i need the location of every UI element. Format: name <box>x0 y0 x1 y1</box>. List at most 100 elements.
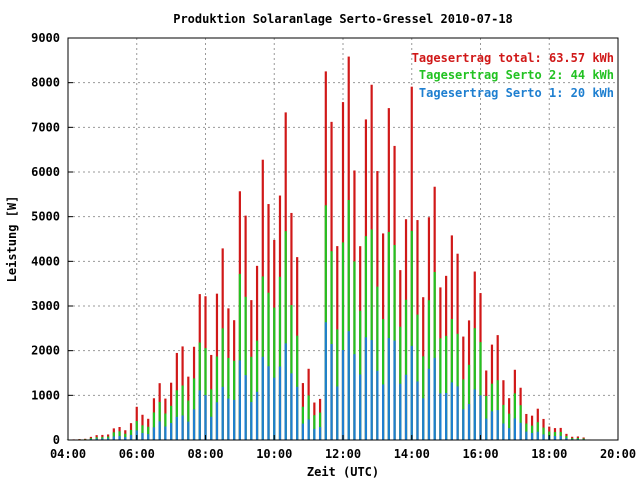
bar-serto-2 <box>399 326 402 440</box>
bar-serto-2 <box>175 390 178 440</box>
bar-serto-2 <box>433 271 436 440</box>
bar-serto-1 <box>433 357 436 440</box>
bar-serto-1 <box>141 433 144 440</box>
bar-serto-1 <box>118 436 121 440</box>
bar-serto-2 <box>152 412 156 440</box>
bar-serto-2 <box>439 338 442 440</box>
bar-serto-1 <box>175 416 178 440</box>
bar-serto-1 <box>353 354 356 440</box>
bar-serto-2 <box>290 305 293 440</box>
bar-serto-2 <box>278 276 282 440</box>
bar-serto-1 <box>301 423 304 440</box>
bar-serto-2 <box>370 229 373 440</box>
bar-serto-1 <box>473 389 476 440</box>
bar-serto-1 <box>255 391 259 440</box>
bar-serto-1 <box>399 383 402 440</box>
bar-serto-2 <box>118 431 121 440</box>
bar-serto-1 <box>284 343 287 440</box>
bar-serto-2 <box>445 335 448 440</box>
bar-serto-2 <box>192 378 196 440</box>
bar-serto-1 <box>244 375 247 440</box>
bar-serto-1 <box>530 432 534 440</box>
bar-serto-1 <box>347 331 350 440</box>
bar-serto-2 <box>301 406 304 440</box>
x-tick-label: 16:00 <box>462 447 498 461</box>
bar-serto-2 <box>158 402 161 440</box>
bar-serto-2 <box>141 425 144 440</box>
bar-serto-1 <box>192 409 196 440</box>
y-tick-label: 6000 <box>31 165 60 179</box>
bar-serto-1 <box>404 374 408 440</box>
plot-area <box>66 38 618 441</box>
axis-ticks <box>67 37 619 441</box>
bar-serto-1 <box>502 423 505 440</box>
bar-serto-1 <box>559 435 562 440</box>
bar-serto-2 <box>387 232 390 440</box>
bar-serto-2 <box>255 340 259 440</box>
bar-serto-2 <box>238 273 241 440</box>
bar-serto-1 <box>158 421 161 440</box>
bar-serto-1 <box>439 393 442 440</box>
bar-serto-1 <box>181 415 184 440</box>
bar-serto-1 <box>267 366 270 440</box>
bar-serto-2 <box>422 356 425 440</box>
bar-serto-2 <box>353 261 356 440</box>
bar-serto-1 <box>290 373 293 440</box>
bar-serto-1 <box>341 350 345 440</box>
bar-serto-2 <box>204 348 207 440</box>
bar-serto-2 <box>416 314 419 440</box>
bar-serto-2 <box>467 364 471 440</box>
bar-serto-1 <box>542 434 545 440</box>
bar-serto-2 <box>404 299 408 440</box>
bar-serto-1 <box>382 384 385 440</box>
bar-serto-2 <box>341 242 345 440</box>
bar-serto-1 <box>101 438 104 440</box>
bar-serto-2 <box>336 329 339 440</box>
bar-serto-1 <box>410 345 413 440</box>
x-tick-label: 04:00 <box>50 447 86 461</box>
bar-serto-1 <box>152 427 156 440</box>
bar-serto-2 <box>318 412 322 440</box>
bar-serto-2 <box>313 415 316 440</box>
bar-serto-2 <box>502 404 505 440</box>
bar-serto-1 <box>170 423 173 440</box>
bar-serto-1 <box>519 422 522 440</box>
bar-serto-2 <box>582 438 585 440</box>
bar-serto-1 <box>496 410 499 440</box>
bar-serto-1 <box>513 418 516 440</box>
bar-serto-1 <box>393 340 396 440</box>
bar-serto-1 <box>215 402 219 440</box>
bar-serto-1 <box>370 340 373 440</box>
bar-serto-2 <box>273 307 276 440</box>
bar-serto-2 <box>89 438 93 440</box>
bar-serto-1 <box>204 395 207 440</box>
x-tick-label: 18:00 <box>531 447 567 461</box>
bar-serto-1 <box>422 398 425 440</box>
bar-serto-1 <box>416 381 419 440</box>
bar-serto-1 <box>565 438 568 440</box>
bar-serto-1 <box>330 344 333 440</box>
bar-serto-1 <box>296 386 299 440</box>
bar-serto-1 <box>508 428 511 440</box>
bar-serto-2 <box>536 422 539 440</box>
bar-serto-2 <box>244 296 247 440</box>
bar-serto-1 <box>427 368 431 440</box>
bar-series <box>66 56 591 441</box>
y-tick-label: 4000 <box>31 254 60 268</box>
legend-serto-total: Tagesertrag total: 63.57 kWh <box>412 51 614 65</box>
y-tick-label: 9000 <box>31 31 60 45</box>
bar-serto-1 <box>450 382 453 440</box>
bar-serto-2 <box>250 356 253 440</box>
bar-serto-1 <box>129 434 133 440</box>
x-tick-label: 06:00 <box>119 447 155 461</box>
bar-serto-2 <box>382 319 385 440</box>
bar-serto-1 <box>318 427 322 440</box>
bar-serto-1 <box>553 436 557 440</box>
bar-serto-2 <box>181 385 184 440</box>
y-tick-label: 2000 <box>31 344 60 358</box>
bar-serto-1 <box>479 395 482 440</box>
bar-serto-2 <box>565 436 568 440</box>
x-tick-label: 14:00 <box>394 447 430 461</box>
bar-serto-2 <box>571 438 574 440</box>
